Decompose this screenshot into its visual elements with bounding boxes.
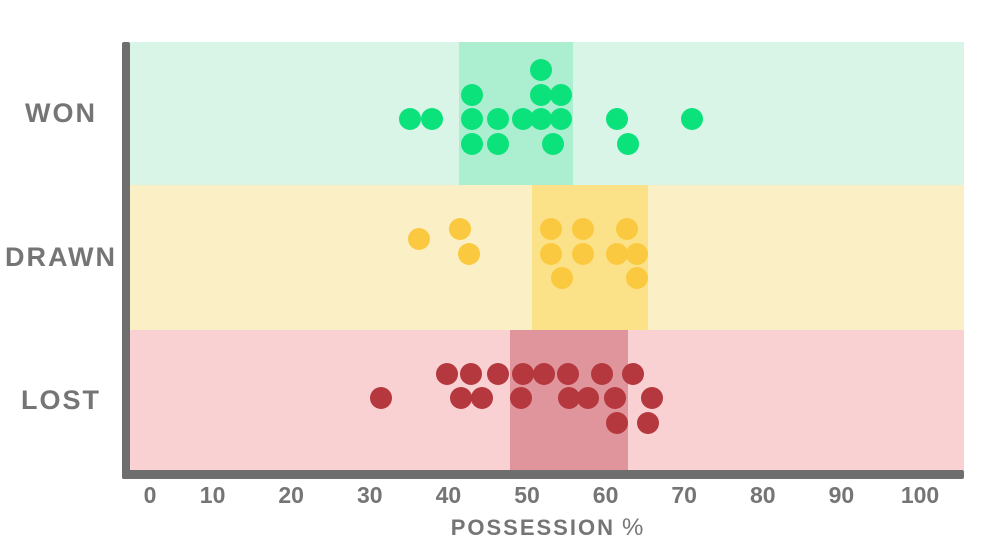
won-data-point-dot [549,83,572,106]
won-data-point-dot [398,108,421,130]
won-data-point-dot [460,108,483,130]
drawn-data-point-dot [626,267,649,289]
won-data-point-dot [420,108,443,130]
x-tick-label-40: 40 [435,482,462,508]
drawn-data-point-dot [571,242,594,265]
x-tick-label-60: 60 [592,482,619,508]
drawn-data-point-dot [571,218,594,240]
won-data-point-dot [530,108,553,130]
drawn-data-point-dot [457,242,480,265]
x-tick-label-100: 100 [900,482,940,508]
lost-data-point-dot [435,362,458,385]
lost-data-point-dot [590,362,613,385]
lost-data-point-dot [512,362,535,385]
x-tick-label-10: 10 [199,482,226,508]
lost-data-point-dot [556,362,579,385]
drawn-data-point-dot [449,218,472,240]
lost-data-point-dot [557,387,580,409]
lost-data-point-dot [604,387,627,409]
lost-data-point-dot [509,387,532,409]
category-label-drawn: DRAWN [5,242,117,272]
drawn-data-point-dot [606,242,629,265]
won-data-point-dot [606,108,629,130]
drawn-data-point-dot [626,242,649,265]
won-data-point-dot [486,108,509,130]
percent-sign: % [621,514,644,541]
won-data-point-dot [530,59,553,81]
lost-data-point-dot [533,362,556,385]
x-axis-title-text: POSSESSION [450,515,615,540]
drawn-data-point-dot [540,242,563,265]
x-tick-label-90: 90 [828,482,855,508]
lost-data-point-dot [471,387,494,409]
lost-data-point-dot [622,362,645,385]
category-label-lost: LOST [21,385,101,415]
drawn-data-point-dot [408,227,431,250]
won-data-point-dot [541,132,564,155]
drawn-data-point-dot [551,267,574,289]
lost-data-point-dot [486,362,509,385]
won-data-point-dot [486,132,509,155]
won-data-point-dot [549,108,572,130]
y-axis-line [122,42,130,479]
x-tick-label-50: 50 [514,482,540,508]
category-label-won: WON [25,98,97,128]
won-data-point-dot [512,108,535,130]
drawn-data-point-dot [540,218,563,240]
won-data-point-dot [616,132,639,155]
won-data-point-dot [530,83,553,106]
lost-data-point-dot [369,387,392,409]
lost-data-point-dot [577,387,600,409]
lost-data-point-dot [449,387,472,409]
lost-data-point-dot [606,411,629,434]
x-tick-label-0: 0 [143,482,157,508]
x-axis-title: POSSESSION% [130,514,964,542]
x-tick-label-80: 80 [750,482,776,508]
x-tick-label-20: 20 [278,482,304,508]
won-data-point-dot [460,83,483,106]
x-tick-label-70: 70 [671,482,697,508]
x-axis-line [122,470,964,479]
lost-data-point-dot [637,411,660,434]
drawn-data-point-dot [615,218,638,240]
lost-data-point-dot [640,387,663,409]
won-data-point-dot [460,132,483,155]
won-data-point-dot [681,108,704,130]
x-tick-label-30: 30 [357,482,383,508]
lost-data-point-dot [460,362,483,385]
